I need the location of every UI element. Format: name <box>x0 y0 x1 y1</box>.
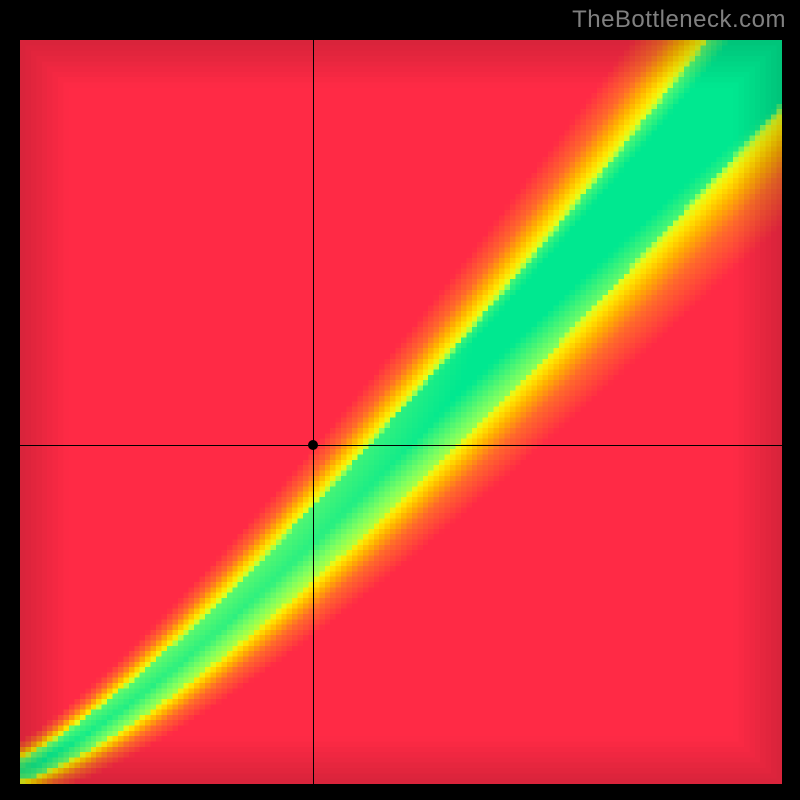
heatmap-plot <box>20 40 782 784</box>
heatmap-container: TheBottleneck.com <box>0 0 800 800</box>
crosshair-marker <box>308 440 318 450</box>
crosshair-horizontal <box>20 445 782 446</box>
heatmap-canvas <box>20 40 782 784</box>
watermark-text: TheBottleneck.com <box>572 6 786 34</box>
crosshair-vertical <box>313 40 314 784</box>
